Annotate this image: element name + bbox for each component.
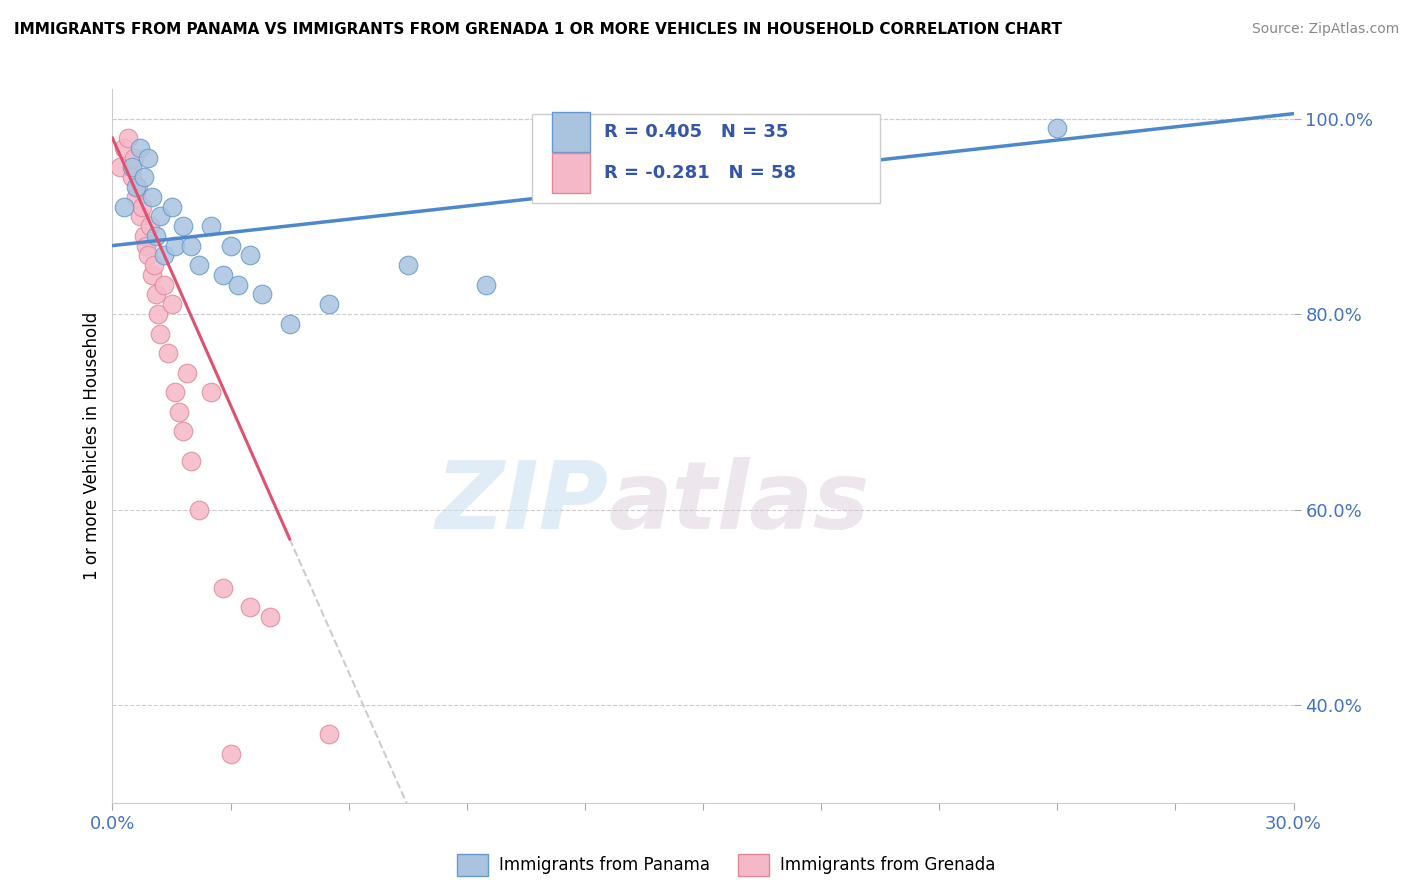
Point: [145, 287, 167, 301]
Point: [121, 161, 143, 175]
Point: [149, 209, 172, 223]
Point: [122, 151, 145, 165]
Point: [149, 326, 172, 341]
Point: [211, 268, 233, 282]
Point: [250, 287, 273, 301]
Text: ZIP: ZIP: [436, 457, 609, 549]
FancyBboxPatch shape: [531, 114, 880, 203]
Point: [125, 180, 148, 194]
Point: [141, 190, 163, 204]
Point: [146, 307, 169, 321]
Point: [139, 219, 162, 233]
Point: [219, 238, 242, 252]
Point: [475, 277, 498, 292]
Text: Immigrants from Panama: Immigrants from Panama: [499, 855, 710, 874]
Bar: [551, 112, 589, 152]
Point: [136, 248, 159, 262]
Point: [228, 277, 250, 292]
Point: [239, 248, 262, 262]
Point: [211, 581, 233, 595]
Point: [165, 385, 187, 400]
Point: [142, 258, 165, 272]
Point: [132, 170, 155, 185]
Point: [112, 200, 135, 214]
Text: Source: ZipAtlas.com: Source: ZipAtlas.com: [1251, 22, 1399, 37]
Point: [200, 385, 222, 400]
Point: [169, 405, 191, 419]
Point: [165, 238, 187, 252]
Point: [131, 200, 153, 214]
Point: [127, 180, 149, 194]
Point: [188, 502, 211, 516]
Point: [132, 228, 155, 243]
Point: [188, 258, 211, 272]
Point: [117, 131, 139, 145]
Point: [152, 277, 174, 292]
Point: [200, 219, 222, 233]
Text: R = -0.281   N = 58: R = -0.281 N = 58: [603, 164, 796, 182]
Point: [318, 727, 340, 741]
Point: [176, 366, 198, 380]
Text: IMMIGRANTS FROM PANAMA VS IMMIGRANTS FROM GRENADA 1 OR MORE VEHICLES IN HOUSEHOL: IMMIGRANTS FROM PANAMA VS IMMIGRANTS FRO…: [14, 22, 1062, 37]
Point: [135, 238, 157, 252]
Point: [110, 161, 132, 175]
Point: [278, 317, 301, 331]
Point: [129, 209, 152, 223]
Text: atlas: atlas: [609, 457, 870, 549]
Point: [136, 151, 159, 165]
Bar: [551, 153, 589, 193]
Point: [145, 228, 167, 243]
Text: Immigrants from Grenada: Immigrants from Grenada: [780, 855, 995, 874]
Point: [1046, 121, 1069, 136]
Point: [259, 610, 281, 624]
Point: [129, 141, 152, 155]
Point: [112, 141, 135, 155]
Point: [396, 258, 419, 272]
Point: [180, 453, 202, 467]
Point: [318, 297, 340, 311]
Point: [239, 600, 262, 615]
Y-axis label: 1 or more Vehicles in Household: 1 or more Vehicles in Household: [83, 312, 101, 580]
Point: [172, 425, 194, 439]
Point: [172, 219, 194, 233]
Point: [156, 346, 179, 360]
Point: [121, 170, 143, 185]
Text: R = 0.405   N = 35: R = 0.405 N = 35: [603, 123, 789, 141]
Point: [180, 238, 202, 252]
Point: [219, 747, 242, 761]
Point: [160, 297, 183, 311]
Point: [125, 190, 148, 204]
Point: [152, 248, 174, 262]
Point: [160, 200, 183, 214]
Point: [141, 268, 163, 282]
